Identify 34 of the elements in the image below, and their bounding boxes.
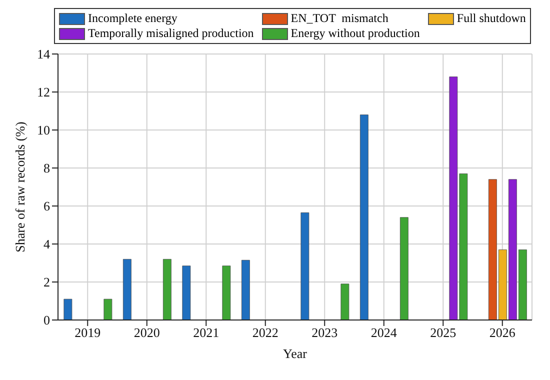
bar bbox=[104, 298, 112, 320]
x-tick-label: 2020 bbox=[134, 325, 160, 340]
y-tick-label: 8 bbox=[44, 160, 50, 176]
y-tick-label: 14 bbox=[37, 46, 50, 62]
bar bbox=[400, 217, 408, 320]
x-axis-title: Year bbox=[283, 346, 308, 361]
y-tick-label: 12 bbox=[37, 84, 50, 100]
bar bbox=[360, 114, 368, 320]
y-tick-label: 10 bbox=[37, 122, 50, 138]
bar bbox=[122, 259, 132, 320]
legend-label: Temporally misaligned production bbox=[88, 26, 254, 41]
y-tick-label: 0 bbox=[44, 312, 50, 328]
bar bbox=[182, 266, 191, 320]
x-tick-label: 2021 bbox=[193, 325, 220, 340]
legend-label: Full shutdown bbox=[456, 11, 526, 26]
bar bbox=[300, 212, 310, 320]
y-tick-label: 6 bbox=[44, 198, 50, 214]
x-tick-label: 2025 bbox=[430, 325, 456, 340]
x-tick-label: 2023 bbox=[312, 325, 338, 340]
legend-label: Incomplete energy bbox=[88, 11, 178, 26]
legend-label: EN_TOT mismatch bbox=[290, 11, 388, 26]
bar bbox=[222, 266, 231, 320]
y-tick-label: 2 bbox=[44, 274, 50, 290]
y-tick-label: 4 bbox=[44, 236, 50, 252]
bar bbox=[64, 298, 72, 320]
bar bbox=[241, 260, 250, 320]
x-tick-label: 2022 bbox=[252, 325, 278, 340]
bar bbox=[340, 284, 350, 320]
x-tick-label: 2019 bbox=[74, 325, 101, 340]
x-tick-label: 2026 bbox=[489, 325, 516, 340]
x-tick-label: 2024 bbox=[370, 325, 398, 340]
y-axis-title: Share of raw records (%) bbox=[12, 122, 28, 252]
bar bbox=[162, 259, 172, 320]
legend-label: Energy without production bbox=[290, 26, 420, 41]
